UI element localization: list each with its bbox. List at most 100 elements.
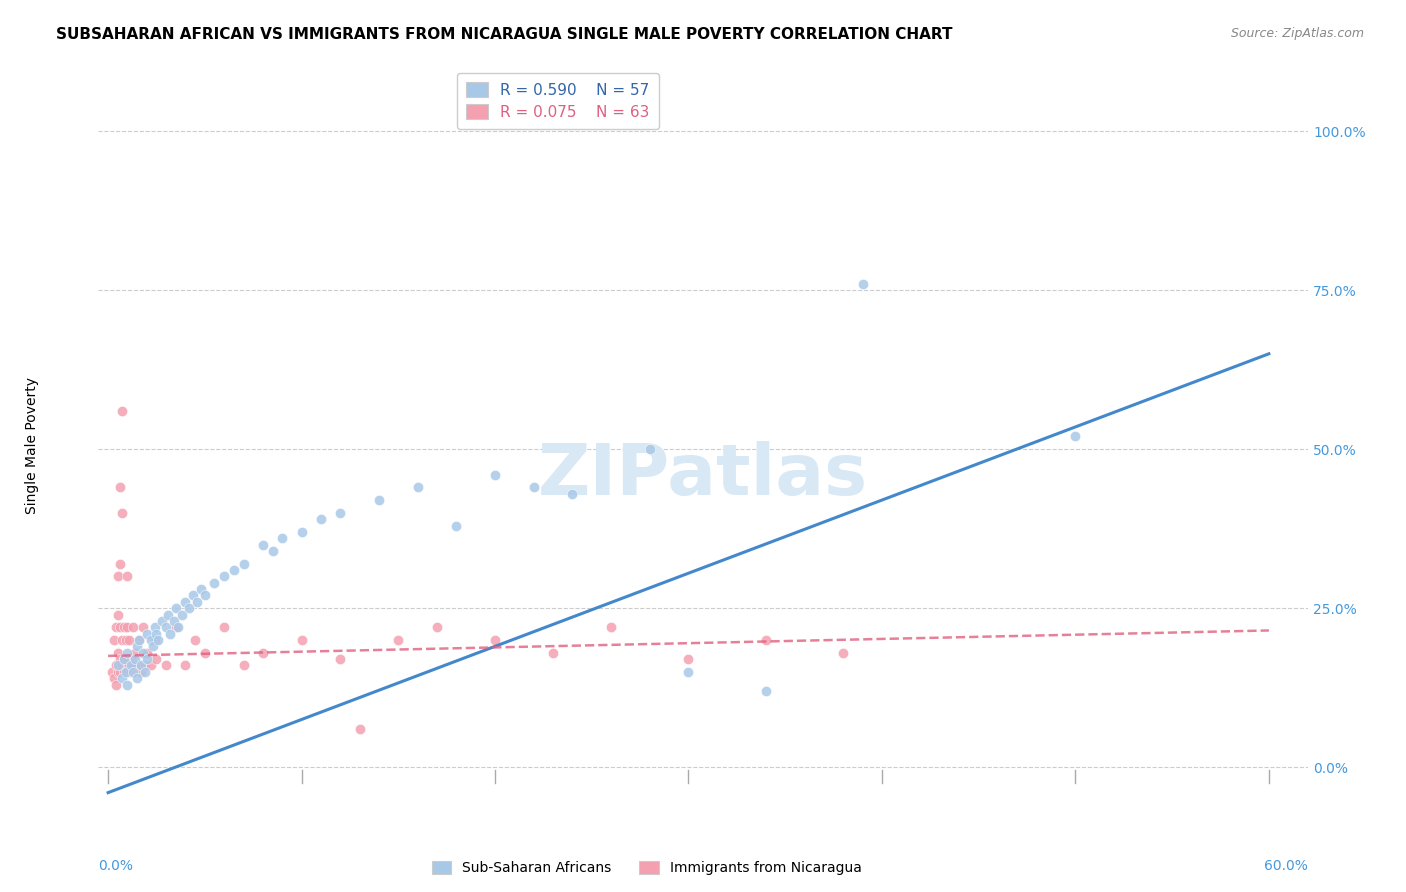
Point	[290, 524, 312, 539]
Point	[484, 632, 506, 647]
Point	[114, 665, 136, 679]
Point	[155, 620, 177, 634]
Point	[600, 620, 623, 634]
Point	[108, 480, 131, 494]
Point	[222, 563, 245, 577]
Point	[194, 646, 217, 660]
Point	[349, 722, 371, 736]
Point	[128, 632, 150, 647]
Text: Single Male Poverty: Single Male Poverty	[25, 377, 39, 515]
Point	[678, 665, 700, 679]
Point	[132, 620, 155, 634]
Point	[184, 632, 207, 647]
Point	[117, 665, 139, 679]
Point	[111, 671, 134, 685]
Point	[170, 607, 193, 622]
Point	[446, 518, 468, 533]
Point	[127, 658, 149, 673]
Point	[117, 677, 139, 691]
Text: Source: ZipAtlas.com: Source: ZipAtlas.com	[1230, 27, 1364, 40]
Point	[107, 658, 129, 673]
Point	[135, 652, 157, 666]
Point	[103, 632, 125, 647]
Point	[127, 640, 149, 654]
Point	[174, 658, 197, 673]
Point	[118, 658, 141, 673]
Point	[134, 658, 156, 673]
Point	[101, 665, 124, 679]
Point	[108, 620, 131, 634]
Point	[108, 557, 131, 571]
Point	[1064, 429, 1087, 443]
Point	[541, 646, 564, 660]
Point	[523, 480, 546, 494]
Point	[112, 665, 135, 679]
Point	[204, 575, 226, 590]
Point	[755, 684, 778, 698]
Point	[157, 607, 180, 622]
Point	[406, 480, 429, 494]
Point	[163, 614, 186, 628]
Point	[329, 506, 352, 520]
Point	[127, 671, 149, 685]
Point	[132, 646, 155, 660]
Point	[111, 404, 134, 418]
Point	[181, 589, 204, 603]
Point	[212, 620, 235, 634]
Point	[290, 632, 312, 647]
Point	[104, 677, 127, 691]
Point	[139, 632, 162, 647]
Point	[104, 658, 127, 673]
Point	[329, 652, 352, 666]
Point	[117, 620, 139, 634]
Point	[124, 652, 146, 666]
Point	[107, 607, 129, 622]
Point	[135, 646, 157, 660]
Point	[232, 557, 254, 571]
Point	[120, 652, 142, 666]
Point	[368, 493, 391, 508]
Point	[122, 665, 145, 679]
Point	[135, 626, 157, 640]
Point	[271, 531, 294, 545]
Text: ZIPatlas: ZIPatlas	[538, 441, 868, 509]
Point	[755, 632, 778, 647]
Legend: R = 0.590    N = 57, R = 0.075    N = 63: R = 0.590 N = 57, R = 0.075 N = 63	[457, 73, 658, 128]
Point	[117, 569, 139, 583]
Point	[148, 632, 170, 647]
Point	[232, 658, 254, 673]
Point	[129, 658, 152, 673]
Point	[252, 538, 274, 552]
Point	[114, 658, 136, 673]
Point	[179, 601, 201, 615]
Point	[107, 665, 129, 679]
Point	[309, 512, 332, 526]
Point	[118, 632, 141, 647]
Point	[122, 620, 145, 634]
Point	[186, 595, 208, 609]
Point	[112, 652, 135, 666]
Point	[150, 614, 173, 628]
Point	[114, 632, 136, 647]
Point	[155, 658, 177, 673]
Point	[190, 582, 212, 596]
Point	[426, 620, 449, 634]
Point	[112, 652, 135, 666]
Point	[262, 544, 284, 558]
Point	[124, 646, 146, 660]
Point	[678, 652, 700, 666]
Text: SUBSAHARAN AFRICAN VS IMMIGRANTS FROM NICARAGUA SINGLE MALE POVERTY CORRELATION : SUBSAHARAN AFRICAN VS IMMIGRANTS FROM NI…	[56, 27, 953, 42]
Point	[561, 486, 583, 500]
Point	[852, 277, 875, 291]
Point	[165, 601, 187, 615]
Point	[117, 652, 139, 666]
Point	[120, 665, 142, 679]
Point	[134, 665, 156, 679]
Point	[107, 646, 129, 660]
Point	[166, 620, 188, 634]
Point	[145, 626, 167, 640]
Point	[112, 620, 135, 634]
Point	[111, 632, 134, 647]
Point	[638, 442, 661, 457]
Point	[174, 595, 197, 609]
